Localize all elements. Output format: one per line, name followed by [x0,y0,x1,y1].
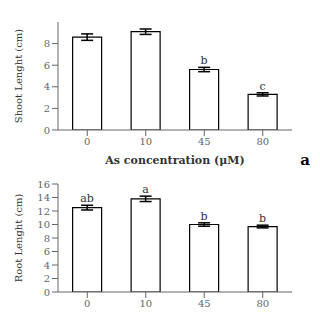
svg-text:6: 6 [44,60,50,71]
svg-text:0: 0 [44,287,50,298]
svg-text:0: 0 [84,298,90,309]
svg-text:14: 14 [37,192,50,203]
svg-text:Shoot Lenght (cm): Shoot Lenght (cm) [13,29,24,124]
svg-text:4: 4 [44,81,50,92]
svg-text:45: 45 [198,136,211,147]
svg-text:Root Lenght (cm): Root Lenght (cm) [13,194,24,283]
svg-text:b: b [259,212,266,225]
svg-text:10: 10 [139,298,152,309]
svg-text:45: 45 [198,298,211,309]
svg-text:80: 80 [256,298,269,309]
svg-text:4: 4 [44,260,50,271]
svg-text:8: 8 [44,233,50,244]
svg-text:As concentration (μM): As concentration (μM) [104,154,244,167]
svg-text:2: 2 [44,103,50,114]
svg-text:b: b [201,210,208,223]
svg-text:10: 10 [139,136,152,147]
svg-text:b: b [201,54,208,67]
svg-text:80: 80 [256,136,269,147]
svg-text:c: c [260,80,266,93]
svg-text:ab: ab [80,192,94,205]
svg-text:10: 10 [37,219,50,230]
svg-text:2: 2 [44,273,50,284]
svg-text:8: 8 [44,38,50,49]
svg-text:0: 0 [44,125,50,136]
svg-text:6: 6 [44,246,50,257]
svg-text:a: a [142,183,149,196]
svg-text:12: 12 [37,206,50,217]
html-text:a: a [300,151,310,169]
svg-text:0: 0 [84,136,90,147]
svg-text:16: 16 [37,179,50,190]
